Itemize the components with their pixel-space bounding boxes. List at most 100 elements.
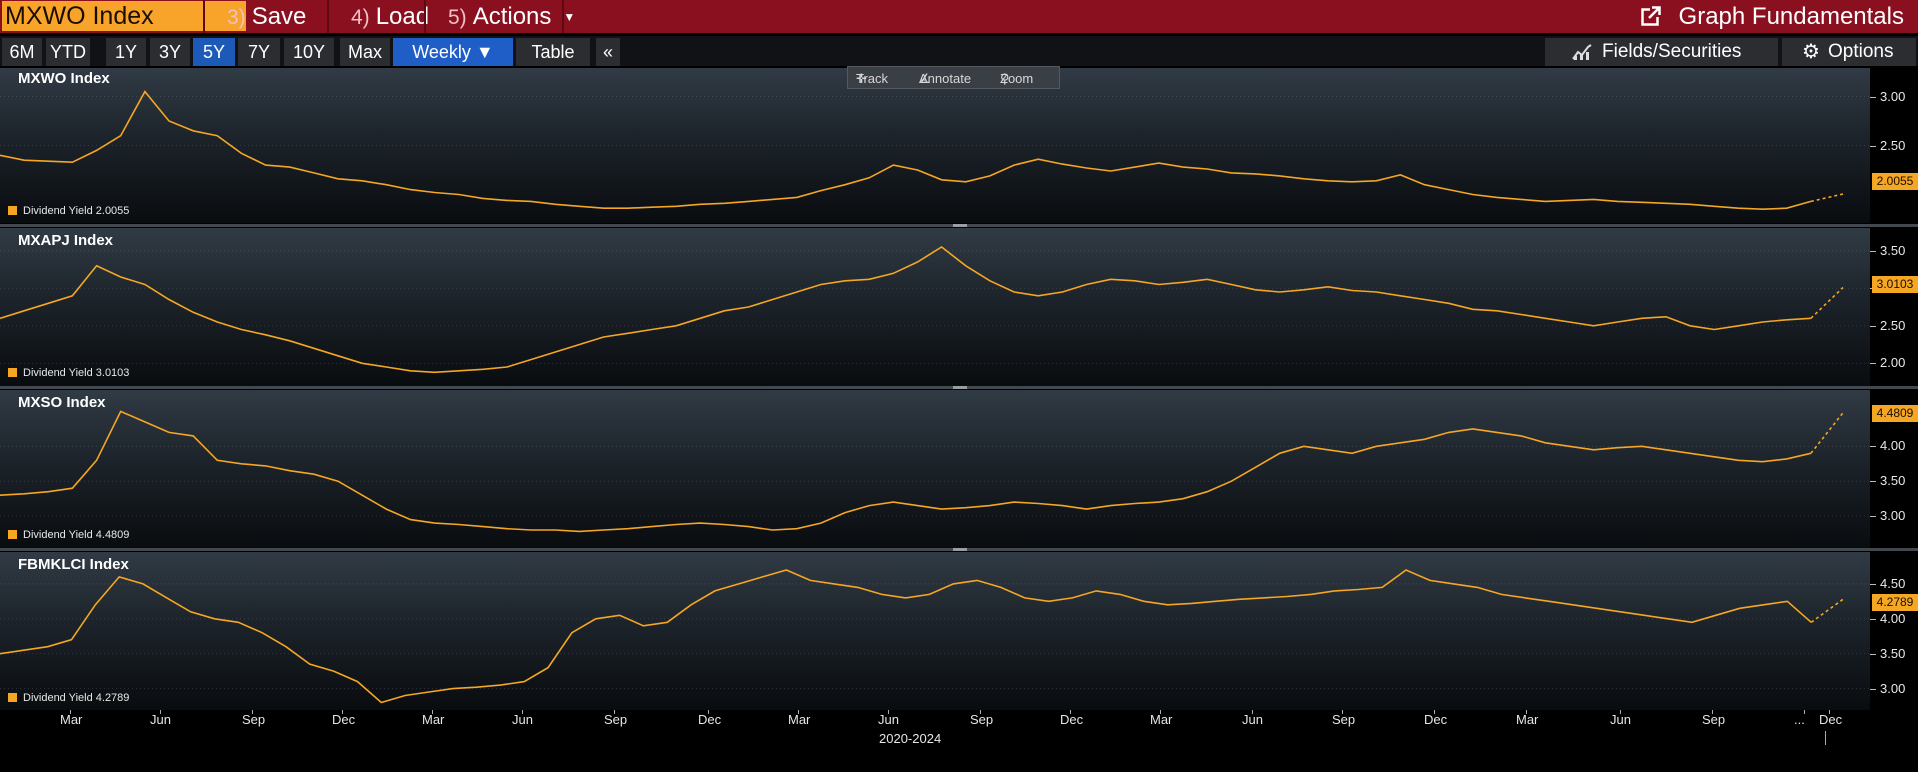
y-tick-mark <box>1870 618 1876 620</box>
load-shortcut: 4) <box>351 6 370 29</box>
legend-fbmklci: Dividend Yield 4.2789 <box>8 692 129 704</box>
legend-text: Dividend Yield 2.0055 <box>23 205 130 217</box>
y-axis-mxapj <box>1870 228 1918 386</box>
last-value-badge-fbmklci: 4.2789 <box>1872 594 1918 611</box>
x-tick-label: ... <box>1794 712 1805 727</box>
range-1y[interactable]: 1Y <box>106 38 146 66</box>
range-3y[interactable]: 3Y <box>150 38 190 66</box>
y-tick-label: 3.50 <box>1880 242 1906 258</box>
x-tick-label: Dec <box>1060 712 1084 727</box>
y-tick-mark <box>1870 516 1876 518</box>
legend-text: Dividend Yield 4.4809 <box>23 529 130 541</box>
x-tick-label: Sep <box>242 712 266 727</box>
panel-splitter[interactable] <box>0 386 1918 389</box>
chart-title-mxwo: MXWO Index <box>18 70 110 87</box>
y-axis-mxwo <box>1870 68 1918 223</box>
legend-swatch <box>8 530 17 539</box>
chart-tools: ✛ Track ∠ Annotate ⚲ Zoom <box>847 66 1060 89</box>
legend-swatch <box>8 368 17 377</box>
panel-splitter[interactable] <box>0 224 1918 227</box>
options-label: Options <box>1828 41 1894 62</box>
x-tick-label: Jun <box>512 712 533 727</box>
series-line <box>0 246 1811 374</box>
x-tick-mark <box>798 710 799 714</box>
range-6m[interactable]: 6M <box>2 38 42 66</box>
x-tick-mark <box>70 710 71 714</box>
x-tick-label: Dec <box>1424 712 1448 727</box>
x-tick-label: Sep <box>1702 712 1726 727</box>
panel-mxso <box>0 390 1870 548</box>
load-label: Load <box>375 3 430 30</box>
x-tick-label: Jun <box>1242 712 1263 727</box>
annotate-label: Annotate <box>919 71 972 86</box>
range-10y[interactable]: 10Y <box>284 38 334 66</box>
last-value-badge-mxwo: 2.0055 <box>1872 173 1918 190</box>
x-tick-label: Jun <box>1610 712 1631 727</box>
y-tick-mark <box>1870 481 1876 483</box>
x-tick-mark <box>1712 710 1713 714</box>
x-tick-label: Sep <box>604 712 628 727</box>
options-button[interactable]: ⚙ Options <box>1782 38 1916 66</box>
range-7y[interactable]: 7Y <box>238 38 280 66</box>
x-tick-mark <box>614 710 615 714</box>
x-tick-mark <box>342 710 343 714</box>
y-tick-label: 4.00 <box>1880 610 1906 626</box>
range-5y[interactable]: 5Y <box>193 38 235 66</box>
x-tick-label: Mar <box>1150 712 1173 727</box>
y-tick-mark <box>1870 325 1876 327</box>
y-tick-label: 3.00 <box>1880 508 1906 524</box>
x-tick-mark <box>1160 710 1161 714</box>
zoom-label: Zoom <box>1000 71 1034 86</box>
x-tick-mark <box>522 710 523 714</box>
series-line <box>0 90 1812 211</box>
x-tick-mark <box>1070 710 1071 714</box>
ticker-input[interactable]: MXWO Index <box>2 1 246 31</box>
actions-menu-button[interactable]: 5) Actions ▼ <box>424 0 575 33</box>
chart-trend-icon <box>1572 44 1592 60</box>
y-tick-mark <box>1870 653 1876 655</box>
x-axis-range-label: 2020-2024 <box>879 731 942 746</box>
legend-swatch <box>8 693 17 702</box>
x-tick-label: Mar <box>60 712 83 727</box>
load-button[interactable]: 4) Load <box>327 0 429 33</box>
graph-fundamentals-button[interactable]: Graph Fundamentals <box>1640 0 1904 33</box>
y-tick-label: 4.50 <box>1880 575 1906 591</box>
fields-securities-button[interactable]: Fields/Securities <box>1545 38 1778 66</box>
panel-fbmklci <box>0 552 1870 710</box>
legend-mxso: Dividend Yield 4.4809 <box>8 529 129 541</box>
x-tick-label: Jun <box>150 712 171 727</box>
splitter-grip[interactable] <box>953 386 967 389</box>
chevron-down-icon: ▼ <box>563 10 576 25</box>
splitter-grip[interactable] <box>953 224 967 227</box>
y-tick-label: 3.50 <box>1880 645 1906 661</box>
panel-splitter[interactable] <box>0 548 1918 551</box>
y-tick-mark <box>1870 250 1876 252</box>
save-as-shortcut: 3) <box>227 6 246 29</box>
y-tick-mark <box>1870 583 1876 585</box>
frequency-dropdown[interactable]: Weekly ▼ <box>393 38 513 66</box>
splitter-grip[interactable] <box>953 548 967 551</box>
magnifier-icon: ⚲ <box>1000 71 1010 86</box>
y-tick-label: 2.00 <box>1880 355 1906 371</box>
collapse-button[interactable]: « <box>596 38 620 66</box>
legend-swatch <box>8 206 17 215</box>
x-tick-label: Dec <box>1819 712 1843 727</box>
x-tick-mark <box>160 710 161 714</box>
x-tick-mark <box>1829 710 1830 714</box>
last-value-badge-mxapj: 3.0103 <box>1872 276 1918 293</box>
fields-securities-label: Fields/Securities <box>1602 41 1742 62</box>
y-axis-fbmklci <box>1870 552 1918 710</box>
range-ytd[interactable]: YTD <box>46 38 90 66</box>
x-tick-mark <box>888 710 889 714</box>
x-tick-mark <box>1804 710 1805 714</box>
gear-icon: ⚙ <box>1802 41 1820 63</box>
x-tick-mark <box>432 710 433 714</box>
table-button[interactable]: Table <box>516 38 590 66</box>
range-max[interactable]: Max <box>340 38 390 66</box>
chart-title-mxapj: MXAPJ Index <box>18 232 114 249</box>
track-label: Track <box>856 71 889 86</box>
x-tick-mark <box>980 710 981 714</box>
x-tick-label: Mar <box>1516 712 1539 727</box>
x-tick-mark <box>1252 710 1253 714</box>
